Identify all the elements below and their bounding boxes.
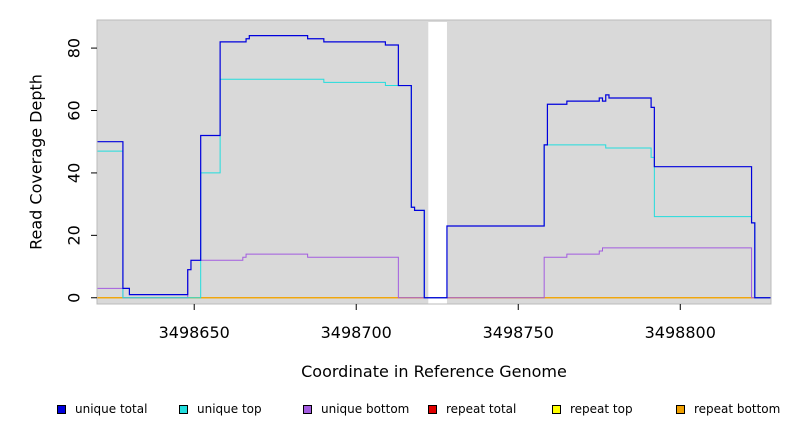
legend-item-repeat-bottom: repeat bottom: [676, 398, 780, 420]
legend-swatch-repeat-top: [552, 404, 561, 414]
legend-swatch-unique-total: [57, 404, 66, 414]
legend-swatch-unique-bottom: [303, 404, 312, 414]
y-tick-label: 80: [65, 38, 84, 58]
y-tick-label: 40: [65, 163, 84, 183]
x-tick-label: 3498800: [645, 323, 716, 342]
legend-label: unique bottom: [321, 402, 410, 416]
legend-label: unique total: [75, 402, 148, 416]
legend-item-repeat-total: repeat total: [428, 398, 516, 420]
legend-item-repeat-top: repeat top: [552, 398, 633, 420]
legend: unique total unique top unique bottom re…: [0, 398, 792, 420]
series-layer: [97, 34, 771, 299]
x-axis-ticks: 3498650 3498700 3498750 3498800: [159, 304, 716, 342]
legend-item-unique-bottom: unique bottom: [303, 398, 409, 420]
legend-swatch-repeat-bottom: [676, 404, 685, 414]
x-tick-label: 3498650: [159, 323, 230, 342]
y-tick-label: 60: [65, 100, 84, 120]
x-tick-label: 3498750: [483, 323, 554, 342]
y-tick-label: 0: [65, 293, 84, 303]
y-axis-ticks: 0 20 40 60 80: [65, 38, 97, 303]
y-tick-label: 20: [65, 225, 84, 245]
legend-label: repeat total: [446, 402, 517, 416]
legend-label: unique top: [197, 402, 262, 416]
x-axis-title: Coordinate in Reference Genome: [301, 362, 567, 381]
legend-label: repeat bottom: [694, 402, 781, 416]
legend-swatch-unique-top: [179, 404, 188, 414]
gap-region: [428, 22, 447, 304]
plot-frame: [96, 19, 772, 305]
x-tick-label: 3498700: [321, 323, 392, 342]
legend-item-unique-total: unique total: [57, 398, 147, 420]
legend-swatch-repeat-total: [428, 404, 437, 414]
legend-label: repeat top: [570, 402, 633, 416]
series-line-unique-total: [97, 34, 771, 299]
y-axis-title: Read Coverage Depth: [27, 74, 46, 250]
legend-item-unique-top: unique top: [179, 398, 262, 420]
